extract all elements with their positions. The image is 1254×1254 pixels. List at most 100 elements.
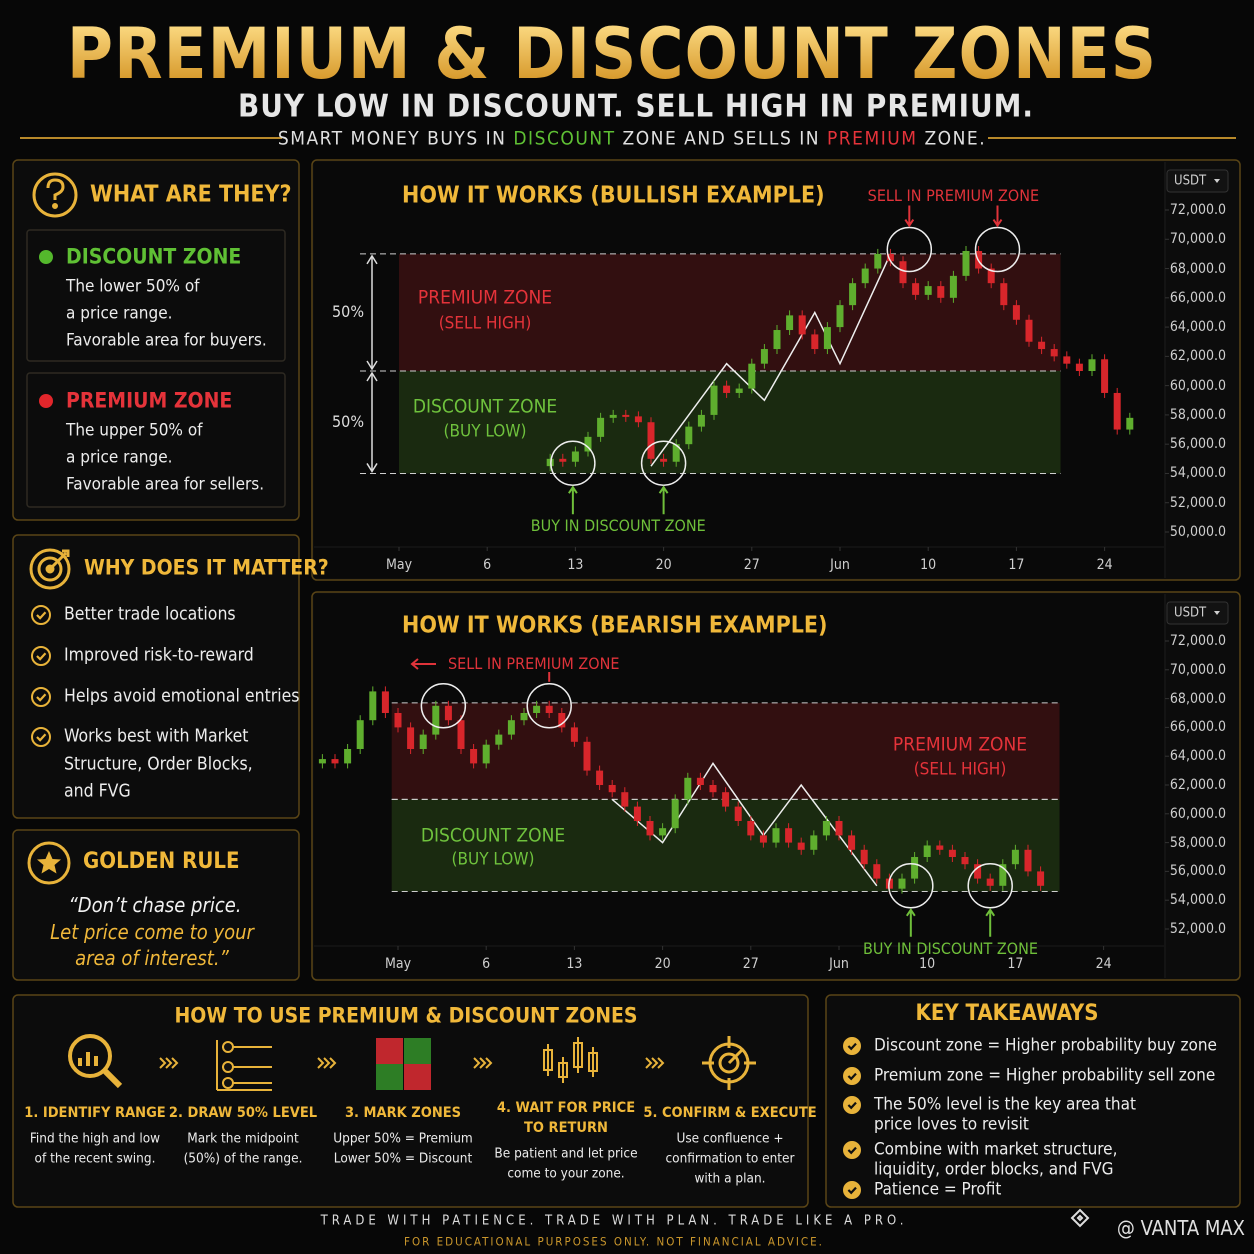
check-icon (843, 1037, 861, 1055)
step-text: Mark the midpoint (187, 1130, 299, 1147)
candle (974, 864, 982, 879)
target-circle (550, 440, 596, 486)
x-tick-label: 13 (566, 956, 583, 972)
step-title: 1. IDENTIFY RANGE (24, 1104, 166, 1121)
reason: Structure, Order Blocks, (64, 753, 253, 774)
premium-dot (39, 394, 53, 408)
discount-dot (39, 250, 53, 264)
candle (633, 806, 641, 821)
currency-select[interactable] (1166, 169, 1229, 193)
step-title: 2. DRAW 50% LEVEL (168, 1104, 318, 1121)
x-tick-label: 13 (567, 557, 584, 573)
x-tick-label: 24 (1096, 557, 1113, 573)
currency-select[interactable] (1166, 601, 1229, 625)
check-mark (847, 1072, 857, 1081)
zone-label: DISCOUNT ZONE (420, 824, 566, 847)
check-mark (36, 611, 47, 620)
y-tick-label: 54,000.0 (1169, 892, 1226, 909)
y-tick-label: 52,000.0 (1169, 921, 1226, 937)
target-circle (526, 683, 572, 729)
reason: Improved risk-to-reward (64, 645, 254, 666)
candle (570, 727, 578, 742)
icon-zone (376, 1064, 403, 1090)
title: PREMIUM & DISCOUNT ZONES (66, 13, 1158, 95)
target-circle (420, 683, 467, 729)
candle (961, 857, 969, 865)
takeaway: Premium zone = Higher probability sell z… (874, 1065, 1216, 1086)
icon-magnifier (68, 1034, 112, 1078)
step-text: confirmation to enter (665, 1150, 795, 1167)
step-text: Use confluence + (676, 1130, 784, 1147)
section-title: HOW TO USE PREMIUM & DISCOUNT ZONES (174, 1003, 638, 1028)
candle (369, 691, 377, 721)
quote-emphasis: Let price come to your (50, 920, 254, 944)
x-tick-label: 24 (1095, 956, 1112, 972)
candle (936, 845, 944, 850)
candle (1063, 356, 1071, 364)
reason: Helps avoid emotional entries (64, 686, 300, 707)
candle (331, 759, 339, 764)
disclaimer: FOR EDUCATIONAL PURPOSES ONLY. NOT FINAN… (404, 1234, 824, 1249)
reason: Better trade locations (64, 604, 236, 625)
candle (696, 777, 704, 785)
candle (986, 878, 994, 886)
x-tick-label: 20 (655, 557, 672, 573)
y-tick-label: 52,000.0 (1169, 494, 1226, 511)
candle (810, 835, 818, 850)
check-icon (843, 1096, 861, 1114)
tagline-part: ZONE AND SELLS IN (622, 127, 821, 150)
y-tick-label: 64,000.0 (1169, 319, 1226, 336)
candle (822, 821, 830, 836)
icon-level-dot (222, 1077, 234, 1089)
step-chevrons (473, 1057, 493, 1069)
zone-title: DISCOUNT ZONE (66, 244, 242, 269)
candle (685, 426, 693, 445)
step-title: TO RETURN (524, 1119, 608, 1136)
panel-title: WHY DOES IT MATTER? (84, 555, 329, 580)
candle (622, 414, 630, 417)
y-tick-label: 56,000.0 (1169, 436, 1226, 453)
panel (12, 994, 809, 1208)
share-arrow (366, 371, 378, 473)
candle (596, 770, 604, 785)
candle (1025, 319, 1033, 342)
x-tick-label: 17 (1008, 557, 1025, 573)
candle (621, 792, 629, 807)
annotation-arrow (905, 907, 916, 937)
candle (381, 691, 389, 713)
candle (520, 713, 528, 721)
target-icon (29, 548, 71, 590)
x-tick-label: 27 (742, 956, 759, 972)
y-tick-label: 56,000.0 (1169, 863, 1226, 880)
step-chevrons (645, 1057, 665, 1069)
step-chevrons (159, 1057, 179, 1069)
share-label: 50% (332, 302, 364, 322)
icon-levels (216, 1040, 272, 1091)
candle (797, 842, 805, 850)
panel-title: GOLDEN RULE (83, 849, 240, 874)
candle (873, 864, 881, 879)
candle (911, 857, 919, 879)
candle (356, 720, 364, 749)
candle (1113, 392, 1121, 430)
candle (811, 334, 819, 350)
icon-level-dot (222, 1061, 234, 1073)
candle (672, 444, 680, 462)
structure-line (611, 762, 878, 887)
candle (999, 864, 1007, 886)
icon-zone (404, 1064, 431, 1090)
share-arrow (366, 254, 378, 371)
candle (1037, 871, 1045, 886)
panel (12, 829, 300, 981)
candle (899, 261, 907, 284)
candle (583, 741, 591, 771)
step-title: 3. MARK ZONES (344, 1104, 462, 1121)
step-text: Find the high and low (29, 1130, 161, 1147)
takeaway: Patience = Profit (874, 1179, 1002, 1200)
icon-zone (404, 1038, 431, 1064)
candle (584, 436, 592, 452)
currency: USDT (1174, 605, 1207, 621)
icon-magnifier (102, 1068, 123, 1089)
tagline-part: DISCOUNT (513, 127, 616, 150)
